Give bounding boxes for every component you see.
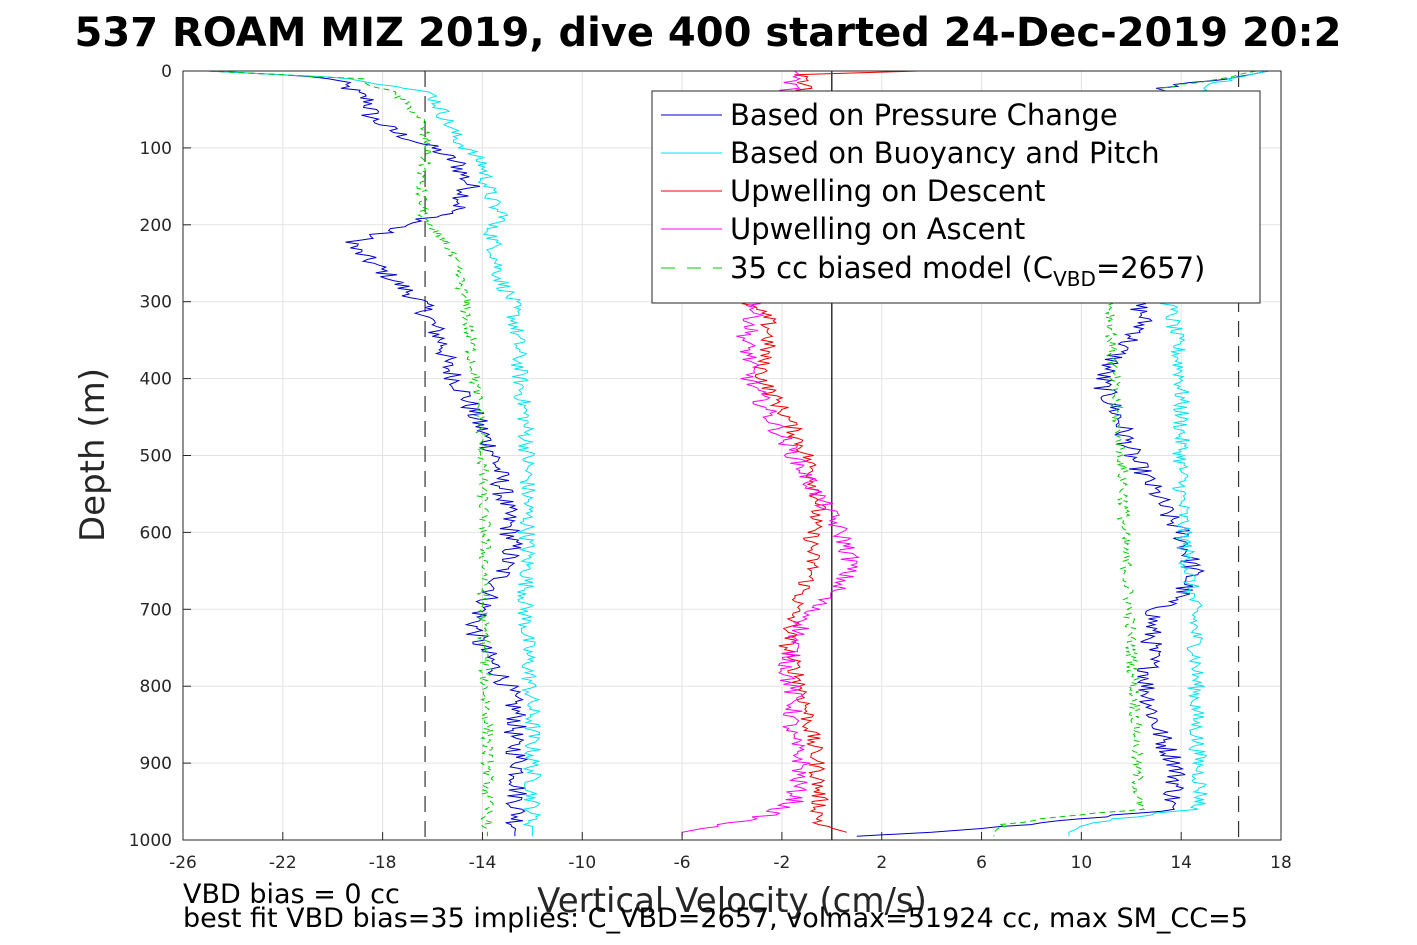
x-tick-label: -6 xyxy=(674,853,691,873)
caption-best-fit: best fit VBD bias=35 implies: C_VBD=2657… xyxy=(183,903,1248,934)
series-line xyxy=(207,71,542,837)
y-tick-label: 800 xyxy=(140,677,172,697)
x-tick-label: -22 xyxy=(269,853,297,873)
y-tick-label: 300 xyxy=(140,293,172,313)
y-tick-label: 700 xyxy=(140,600,172,620)
x-tick-label: 2 xyxy=(876,853,887,873)
y-tick-label: 1000 xyxy=(129,831,172,851)
legend-label-subscript: VBD xyxy=(1053,267,1096,291)
legend-label: Upwelling on Descent xyxy=(730,174,1046,208)
y-axis-ticks: 0 100 200 300 400 500 600 700 800 900 1000 xyxy=(129,62,191,851)
legend-label-end: =2657) xyxy=(1096,251,1205,285)
legend-entry: Upwelling on Ascent xyxy=(730,212,1025,246)
x-tick-label: -18 xyxy=(369,853,397,873)
x-tick-label: -14 xyxy=(469,853,497,873)
x-tick-label: 18 xyxy=(1270,853,1292,873)
x-tick-label: 6 xyxy=(976,853,987,873)
legend-label: Based on Buoyancy and Pitch xyxy=(730,136,1160,170)
legend-entry: Based on Pressure Change xyxy=(730,98,1118,132)
x-tick-label: 10 xyxy=(1071,853,1093,873)
y-tick-label: 900 xyxy=(140,754,172,774)
x-axis-label: Vertical Velocity (cm/s) xyxy=(537,881,927,921)
legend-entry: 35 cc biased model (CVBD=2657) xyxy=(730,251,1205,291)
y-tick-label: 500 xyxy=(140,447,172,467)
chart-title: 537 ROAM MIZ 2019, dive 400 started 24-D… xyxy=(75,10,1342,56)
y-tick-label: 100 xyxy=(140,139,172,159)
legend-entry: Based on Buoyancy and Pitch xyxy=(730,136,1160,170)
x-tick-label: -2 xyxy=(773,853,790,873)
legend-box xyxy=(651,90,1261,304)
y-tick-label: 0 xyxy=(161,62,172,82)
x-tick-label: 14 xyxy=(1170,853,1192,873)
legend-entry: Upwelling on Descent xyxy=(730,174,1046,208)
legend-label: 35 cc biased model (C xyxy=(730,251,1053,285)
x-axis-ticks: -26 -22 -18 -14 -10 -6 -2 2 6 10 14 18 xyxy=(169,832,1292,873)
y-axis-label: Depth (m) xyxy=(73,368,113,542)
legend-label: Based on Pressure Change xyxy=(730,98,1118,132)
series-line xyxy=(207,71,529,837)
x-tick-label: -26 xyxy=(169,853,197,873)
y-tick-label: 200 xyxy=(140,216,172,236)
y-tick-label: 400 xyxy=(140,370,172,390)
y-tick-label: 600 xyxy=(140,523,172,543)
series-line xyxy=(207,71,495,837)
legend-label: Upwelling on Ascent xyxy=(730,212,1025,246)
legend: Based on Pressure Change Based on Buoyanc… xyxy=(651,90,1261,304)
caption-vbd-bias: VBD bias = 0 cc xyxy=(183,879,400,910)
x-tick-label: -10 xyxy=(568,853,596,873)
